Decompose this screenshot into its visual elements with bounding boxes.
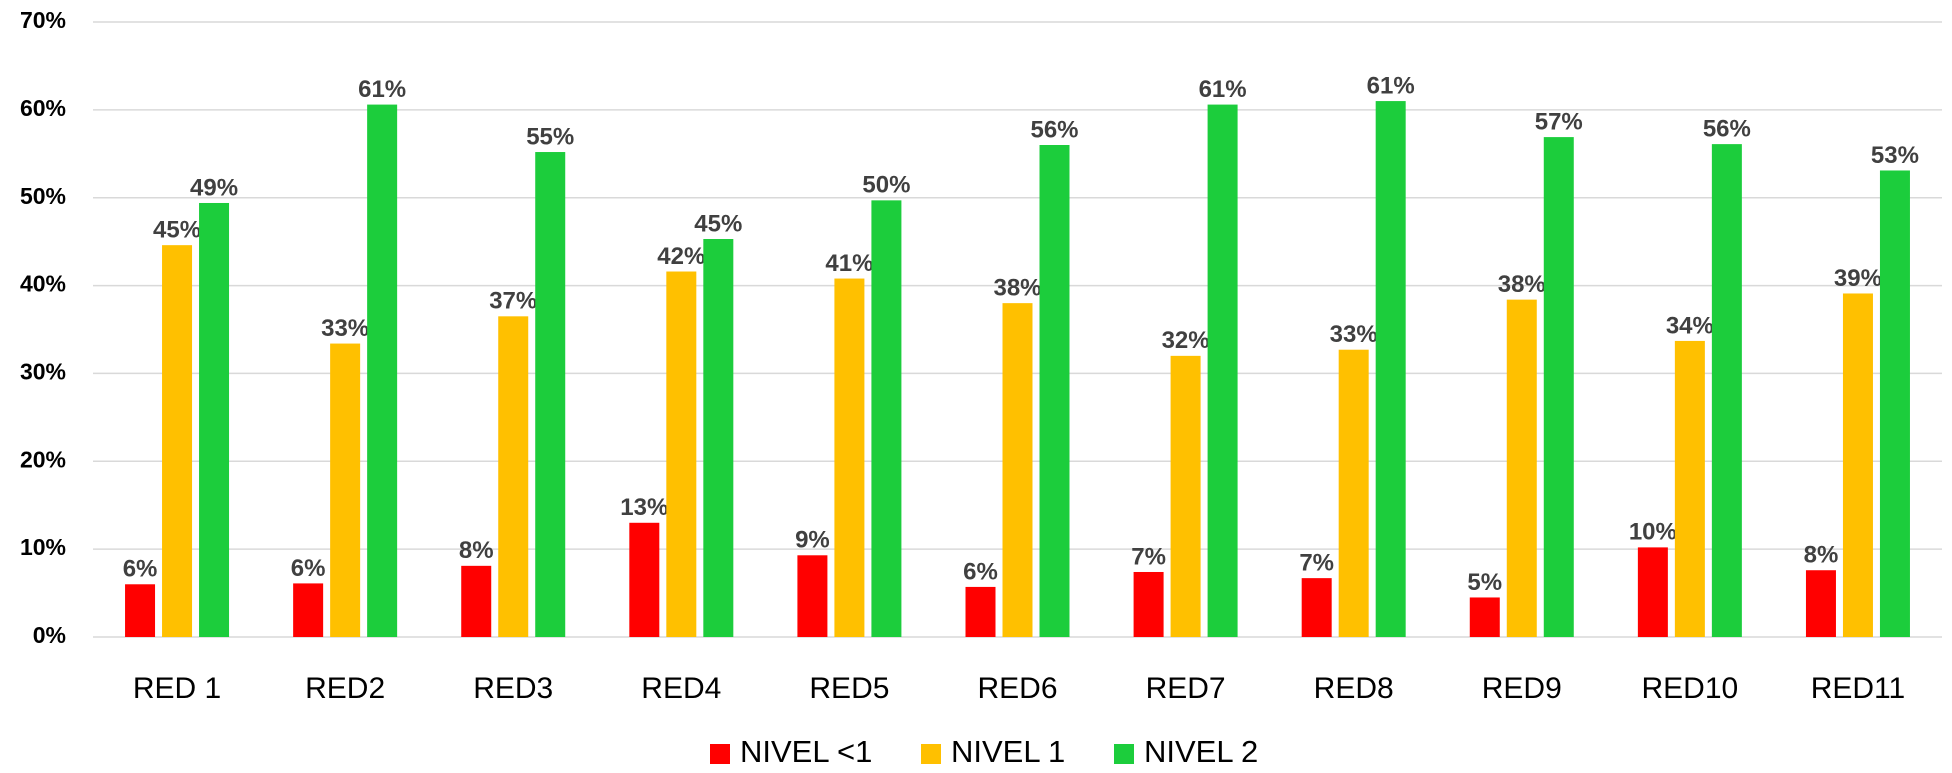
bar [1133, 571, 1164, 637]
data-label: 50% [862, 172, 910, 199]
bar [1039, 145, 1070, 637]
bar [1805, 570, 1836, 637]
bar [666, 271, 697, 637]
data-label: 38% [993, 274, 1041, 301]
bar [1879, 170, 1910, 637]
x-tick-label: RED7 [1146, 672, 1226, 705]
legend-swatch [710, 744, 730, 764]
x-tick-label: RED8 [1314, 672, 1394, 705]
data-label: 39% [1834, 265, 1882, 292]
data-label: 56% [1030, 116, 1078, 143]
data-label: 33% [1330, 321, 1378, 348]
bar [498, 316, 529, 637]
data-label: 6% [291, 555, 326, 582]
x-tick-label: RED3 [473, 672, 553, 705]
data-label: 6% [123, 556, 158, 583]
x-tick-label: RED6 [977, 672, 1057, 705]
data-label: 34% [1666, 312, 1714, 339]
bar [1711, 144, 1742, 637]
data-label: 61% [1199, 76, 1247, 103]
data-label: 33% [321, 315, 369, 342]
x-tick-label: RED10 [1642, 672, 1739, 705]
data-label: 7% [1299, 549, 1334, 576]
bar [703, 239, 734, 637]
bar [834, 278, 865, 637]
bar [293, 583, 324, 637]
bar [1002, 303, 1033, 637]
bar [1375, 101, 1406, 638]
data-label: 41% [825, 250, 873, 277]
legend-label: NIVEL 1 [951, 734, 1065, 769]
data-label: 7% [1131, 543, 1166, 570]
bar [871, 200, 902, 637]
bar [1842, 293, 1873, 637]
x-tick-label: RED 1 [133, 672, 221, 705]
bar [1674, 340, 1705, 637]
x-tick-label: RED11 [1811, 672, 1905, 705]
y-tick-label: 50% [20, 183, 66, 209]
data-label: 61% [358, 76, 406, 103]
legend-label: NIVEL <1 [740, 734, 872, 769]
data-label: 55% [526, 123, 574, 150]
data-label: 53% [1871, 142, 1919, 169]
legend-swatch [1114, 744, 1134, 764]
y-tick-label: 60% [20, 95, 66, 121]
bar [162, 245, 193, 637]
bar [1301, 578, 1332, 637]
bar [1506, 299, 1537, 637]
bar [1207, 104, 1238, 638]
data-label: 61% [1367, 72, 1415, 99]
data-label: 9% [795, 527, 830, 554]
x-tick-label: RED2 [305, 672, 385, 705]
data-label: 10% [1629, 519, 1677, 546]
bar [461, 565, 492, 637]
data-label: 45% [153, 217, 201, 244]
bar [1338, 349, 1369, 637]
data-label: 45% [694, 210, 742, 237]
bar [535, 152, 566, 637]
y-tick-label: 30% [20, 359, 66, 385]
data-label: 37% [489, 288, 537, 315]
data-label: 32% [1162, 327, 1210, 354]
x-tick-label: RED9 [1482, 672, 1562, 705]
bar [1170, 355, 1201, 637]
x-tick-label: RED5 [809, 672, 889, 705]
y-tick-label: 40% [20, 271, 66, 297]
bar [1543, 137, 1574, 638]
bar [1637, 547, 1668, 637]
bar [797, 555, 828, 637]
bar [629, 522, 660, 637]
x-tick-label: RED4 [641, 672, 721, 705]
bar [125, 584, 156, 637]
y-tick-label: 0% [33, 622, 66, 648]
bar [199, 202, 230, 637]
data-label: 57% [1535, 108, 1583, 135]
data-label: 49% [190, 174, 238, 201]
legend-swatch [921, 744, 941, 764]
bar [1469, 597, 1500, 637]
legend-label: NIVEL 2 [1144, 734, 1258, 769]
y-tick-label: 10% [20, 534, 66, 560]
bar [330, 343, 361, 637]
data-label: 42% [657, 243, 705, 270]
data-label: 13% [620, 494, 668, 521]
y-tick-label: 70% [20, 7, 66, 33]
bar [367, 104, 398, 638]
data-label: 56% [1703, 115, 1751, 142]
y-tick-label: 20% [20, 446, 66, 472]
data-label: 6% [963, 558, 998, 585]
data-label: 5% [1467, 569, 1502, 596]
bar [965, 586, 996, 637]
data-label: 38% [1498, 271, 1546, 298]
data-label: 8% [459, 537, 494, 564]
data-label: 8% [1804, 542, 1839, 569]
